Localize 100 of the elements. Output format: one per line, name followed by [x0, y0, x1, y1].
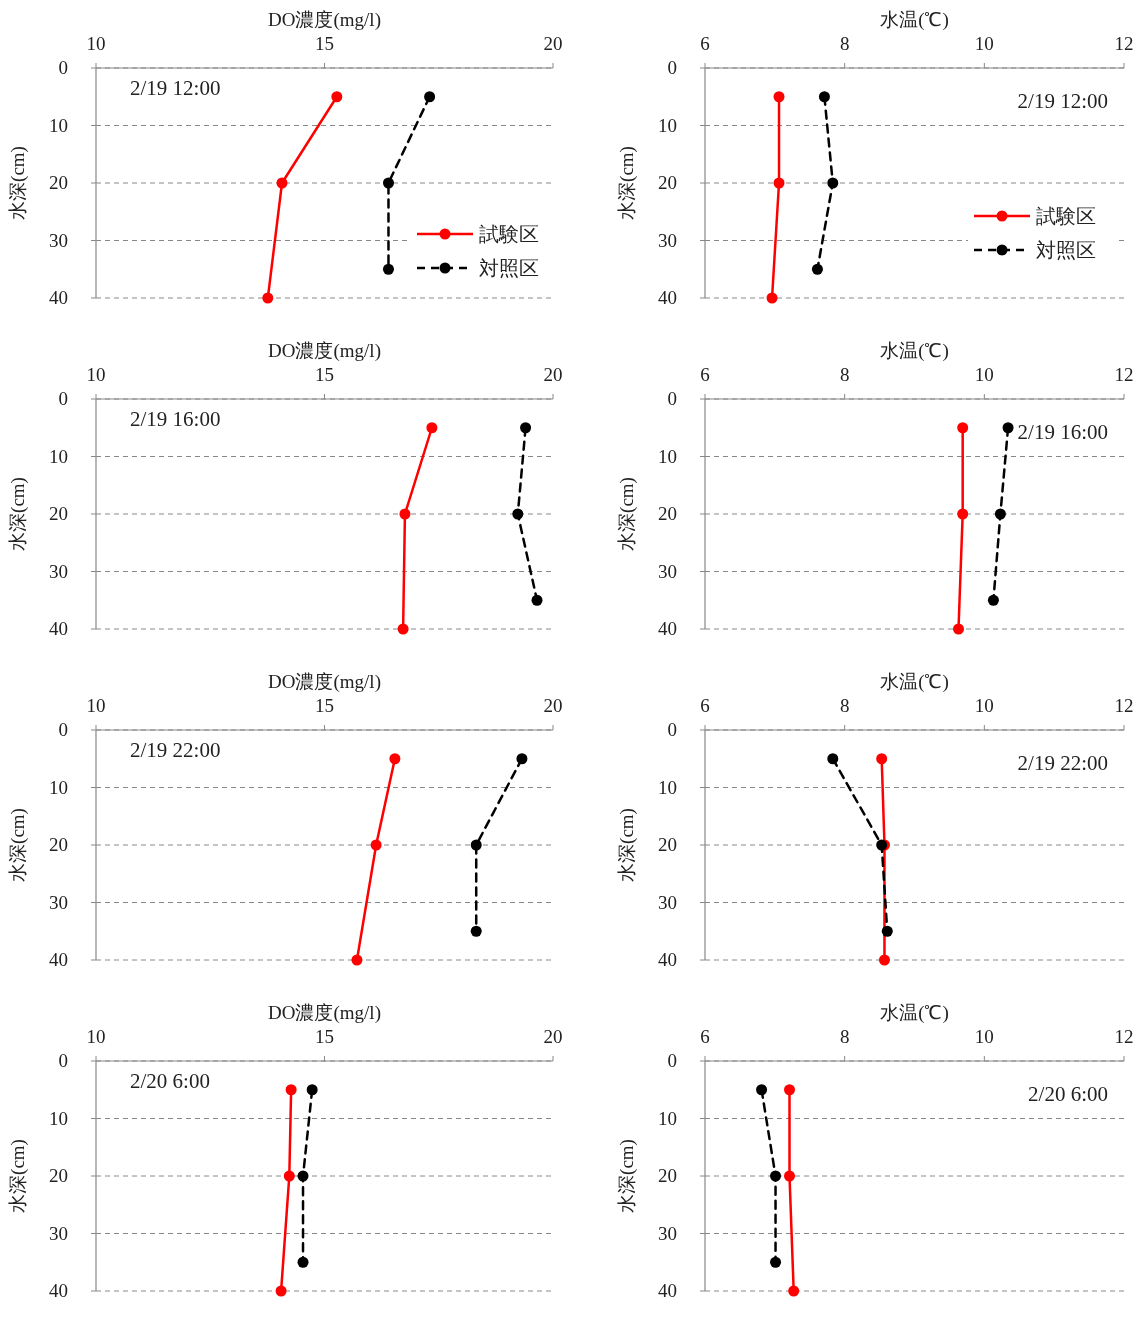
point [957, 422, 969, 434]
x-tick-label: 15 [315, 33, 334, 54]
point [531, 594, 543, 606]
y-tick-label: 20 [658, 503, 677, 524]
point [382, 263, 394, 275]
y-axis-title: 水深(cm) [7, 808, 29, 882]
x-axis-title: DO濃度(mg/l) [268, 340, 381, 362]
point [331, 91, 343, 103]
y-tick-label: 30 [49, 229, 68, 251]
y-axis-title: 水深(cm) [7, 146, 29, 220]
point [516, 753, 528, 765]
y-tick-label: 40 [49, 949, 68, 970]
point [827, 753, 839, 765]
x-tick-label: 12 [1114, 33, 1134, 54]
x-tick-label: 10 [974, 1026, 994, 1047]
point [811, 263, 823, 275]
y-tick-label: 40 [658, 287, 677, 308]
x-axis-title: 水温(℃) [880, 340, 949, 362]
y-axis-title: 水深(cm) [7, 1139, 29, 1213]
point [399, 508, 411, 520]
x-tick-label: 6 [700, 364, 710, 385]
x-tick-label: 12 [1114, 695, 1134, 716]
x-tick-label: 20 [543, 33, 563, 54]
x-tick-label: 10 [974, 364, 994, 385]
y-tick-label: 10 [658, 445, 677, 467]
x-tick-label: 15 [315, 1026, 334, 1047]
point [987, 594, 999, 606]
annotation: 2/20 6:00 [130, 1069, 210, 1093]
x-tick-label: 8 [839, 364, 850, 385]
y-tick-label: 20 [49, 834, 68, 855]
point [957, 508, 969, 520]
y-tick-label: 30 [49, 1222, 68, 1244]
point [788, 1285, 800, 1297]
point [876, 753, 888, 765]
legend-label: 対照区 [1036, 239, 1096, 261]
y-tick-label: 0 [58, 719, 68, 740]
y-tick-label: 10 [49, 776, 68, 798]
y-tick-label: 20 [658, 172, 677, 193]
x-tick-label: 6 [700, 33, 710, 54]
y-tick-label: 20 [658, 1165, 677, 1186]
x-tick-label: 20 [543, 695, 563, 716]
x-tick-label: 10 [974, 33, 994, 54]
y-axis-title: 水深(cm) [616, 1139, 638, 1213]
x-tick-label: 8 [839, 33, 850, 54]
point [512, 508, 524, 520]
point [827, 177, 839, 189]
annotation: 2/19 12:00 [130, 76, 221, 100]
x-tick-label: 8 [839, 695, 850, 716]
point [276, 177, 288, 189]
y-tick-label: 40 [658, 1280, 677, 1301]
y-tick-label: 0 [58, 388, 68, 409]
x-axis-title: 水温(℃) [880, 1002, 949, 1024]
y-tick-label: 30 [49, 891, 68, 913]
point [1002, 422, 1014, 434]
y-tick-label: 10 [49, 114, 68, 136]
point [773, 91, 785, 103]
point [382, 177, 394, 189]
x-tick-label: 8 [839, 1026, 850, 1047]
y-tick-label: 0 [58, 1050, 68, 1071]
x-axis-title: DO濃度(mg/l) [268, 671, 381, 693]
x-axis-title: 水温(℃) [880, 9, 949, 31]
y-tick-label: 10 [658, 1107, 677, 1129]
point [770, 1170, 782, 1182]
point [881, 925, 893, 937]
y-tick-label: 0 [667, 388, 677, 409]
x-axis-title: 水温(℃) [880, 671, 949, 693]
y-tick-label: 10 [658, 776, 677, 798]
y-tick-label: 0 [667, 719, 677, 740]
point [275, 1285, 287, 1297]
y-tick-label: 30 [658, 1222, 677, 1244]
x-tick-label: 10 [86, 695, 106, 716]
x-tick-label: 15 [315, 695, 334, 716]
point [262, 292, 274, 304]
x-tick-label: 10 [974, 695, 994, 716]
x-tick-label: 10 [86, 364, 106, 385]
point [878, 954, 890, 966]
y-tick-label: 30 [658, 560, 677, 582]
annotation: 2/19 12:00 [1017, 89, 1108, 113]
y-tick-label: 40 [658, 618, 677, 639]
y-axis-title: 水深(cm) [616, 477, 638, 551]
x-tick-label: 20 [543, 1026, 563, 1047]
point [994, 508, 1006, 520]
y-tick-label: 0 [667, 57, 677, 78]
annotation: 2/19 16:00 [1017, 420, 1108, 444]
point [426, 422, 438, 434]
point [766, 292, 778, 304]
x-tick-label: 10 [86, 1026, 106, 1047]
y-tick-label: 10 [49, 1107, 68, 1129]
annotation: 2/20 6:00 [1028, 1082, 1108, 1106]
point [470, 839, 482, 851]
x-tick-label: 12 [1114, 1026, 1134, 1047]
point [424, 91, 436, 103]
x-tick-label: 15 [315, 364, 334, 385]
x-axis-title: DO濃度(mg/l) [268, 1002, 381, 1024]
y-tick-label: 30 [49, 560, 68, 582]
y-tick-label: 20 [658, 834, 677, 855]
y-tick-label: 30 [658, 891, 677, 913]
point [351, 954, 363, 966]
y-tick-label: 40 [658, 949, 677, 970]
y-axis-title: 水深(cm) [616, 146, 638, 220]
